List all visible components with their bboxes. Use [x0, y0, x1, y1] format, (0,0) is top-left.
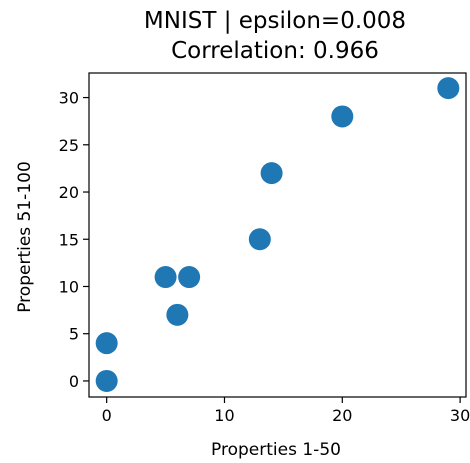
y-tick-label: 30	[59, 89, 79, 108]
data-point	[331, 105, 354, 128]
y-tick-label: 20	[59, 183, 79, 202]
x-tick-label: 20	[332, 406, 352, 425]
x-tick-label: 10	[214, 406, 234, 425]
chart-subtitle: Correlation: 0.966	[171, 38, 379, 64]
y-tick-label: 5	[69, 325, 79, 344]
y-tick-label: 10	[59, 277, 79, 296]
x-tick-label: 30	[450, 406, 470, 425]
data-point	[95, 369, 118, 392]
x-axis-label: Properties 1-50	[211, 440, 341, 460]
data-point	[95, 332, 118, 355]
y-tick-label: 0	[69, 372, 79, 391]
plot-frame	[88, 72, 467, 398]
data-point	[154, 266, 177, 289]
y-tick-label: 15	[59, 230, 79, 249]
y-tick-label: 25	[59, 136, 79, 155]
plot-area: 0 10 20 30 0 5 10 15 20 25 30	[59, 72, 470, 425]
x-tick-label: 0	[102, 406, 112, 425]
data-point	[437, 77, 460, 100]
data-point	[166, 303, 189, 326]
chart-title: MNIST | epsilon=0.008	[144, 8, 406, 34]
y-axis-label: Properties 51-100	[15, 161, 35, 313]
data-point	[178, 266, 201, 289]
data-point	[248, 228, 271, 251]
data-point	[260, 162, 283, 185]
